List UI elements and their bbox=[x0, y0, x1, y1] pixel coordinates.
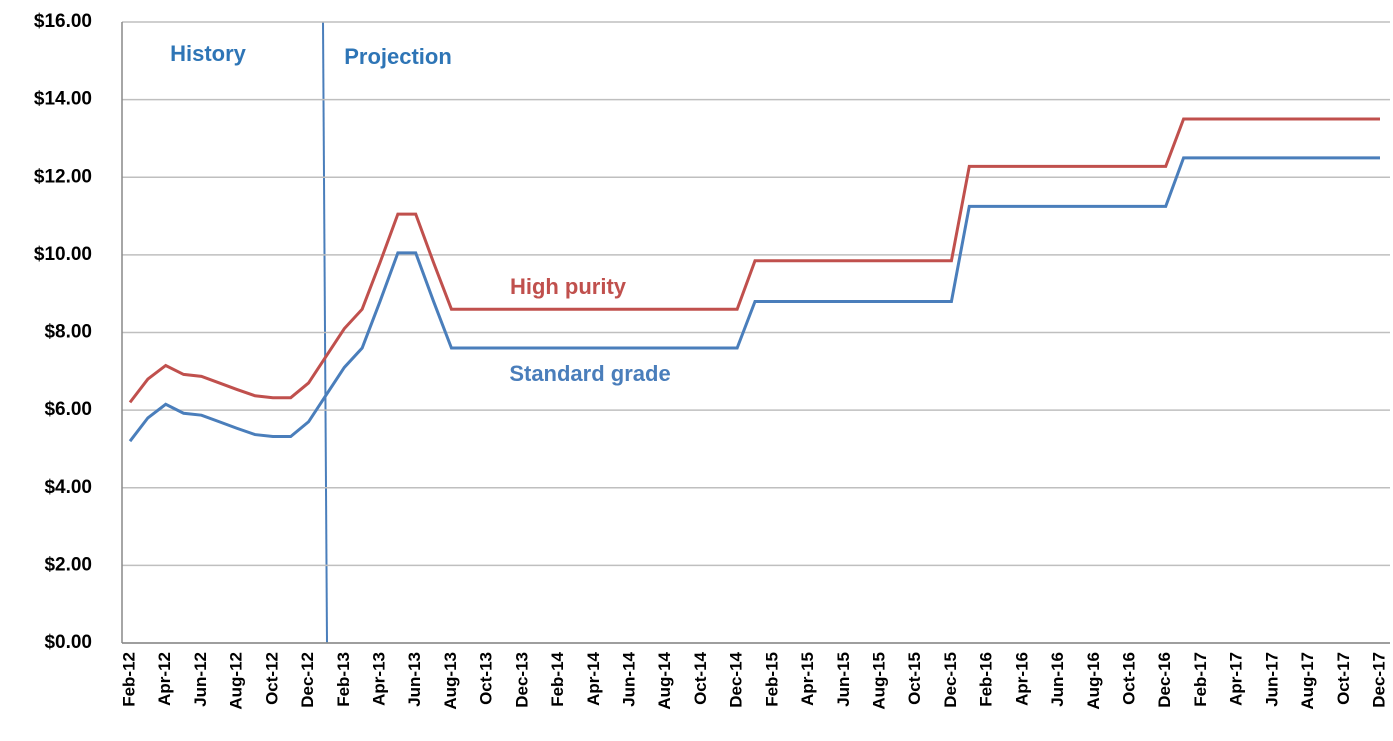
x-tick-label: Aug-13 bbox=[441, 652, 460, 710]
series-label: Standard grade bbox=[509, 361, 670, 386]
y-tick-label: $8.00 bbox=[44, 322, 92, 343]
x-tick-label: Oct-15 bbox=[905, 652, 924, 705]
x-tick-label: Jun-14 bbox=[619, 651, 638, 706]
x-tick-label: Dec-17 bbox=[1369, 652, 1388, 708]
x-tick-label: Feb-14 bbox=[548, 651, 567, 706]
x-tick-label: Aug-14 bbox=[655, 651, 674, 709]
x-tick-label: Aug-16 bbox=[1084, 652, 1103, 710]
x-tick-label: Feb-16 bbox=[977, 652, 996, 707]
y-tick-label: $4.00 bbox=[44, 477, 92, 498]
x-tick-label: Jun-15 bbox=[834, 652, 853, 707]
x-tick-label: Dec-14 bbox=[727, 651, 746, 707]
x-tick-label: Oct-17 bbox=[1334, 652, 1353, 705]
x-tick-label: Apr-16 bbox=[1012, 652, 1031, 706]
x-tick-label: Oct-14 bbox=[691, 651, 710, 704]
annotation: Projection bbox=[344, 44, 452, 69]
x-tick-label: Oct-13 bbox=[477, 652, 496, 705]
x-tick-label: Aug-12 bbox=[227, 652, 246, 710]
series-label: High purity bbox=[510, 274, 627, 299]
x-tick-label: Apr-12 bbox=[155, 652, 174, 706]
y-tick-label: $10.00 bbox=[34, 244, 92, 265]
x-tick-label: Feb-15 bbox=[762, 652, 781, 707]
x-tick-label: Aug-15 bbox=[869, 652, 888, 710]
x-tick-label: Jun-13 bbox=[405, 652, 424, 707]
x-tick-label: Jun-16 bbox=[1048, 652, 1067, 707]
series-line bbox=[128, 117, 1380, 404]
y-tick-label: $12.00 bbox=[34, 166, 92, 187]
y-tick-label: $6.00 bbox=[44, 399, 92, 420]
y-tick-label: $14.00 bbox=[34, 89, 92, 110]
x-tick-label: Feb-13 bbox=[334, 652, 353, 707]
x-tick-label: Apr-14 bbox=[584, 651, 603, 705]
x-tick-label: Apr-17 bbox=[1227, 652, 1246, 706]
x-tick-label: Oct-12 bbox=[262, 652, 281, 705]
x-tick-label: Feb-17 bbox=[1191, 652, 1210, 707]
annotation: History bbox=[170, 41, 247, 66]
y-tick-label: $0.00 bbox=[44, 632, 92, 653]
x-tick-label: Aug-17 bbox=[1298, 652, 1317, 710]
x-tick-label: Dec-16 bbox=[1155, 652, 1174, 708]
y-tick-label: $16.00 bbox=[34, 11, 92, 32]
x-tick-label: Apr-13 bbox=[369, 652, 388, 706]
x-tick-label: Jun-12 bbox=[191, 652, 210, 707]
x-tick-label: Feb-12 bbox=[119, 652, 138, 707]
x-tick-label: Dec-13 bbox=[512, 652, 531, 708]
x-tick-label: Oct-16 bbox=[1119, 652, 1138, 705]
x-tick-label: Jun-17 bbox=[1262, 652, 1281, 707]
x-tick-label: Dec-12 bbox=[298, 652, 317, 708]
series-line bbox=[128, 156, 1380, 443]
x-tick-label: Apr-15 bbox=[798, 652, 817, 706]
y-tick-label: $2.00 bbox=[44, 554, 92, 575]
x-tick-label: Dec-15 bbox=[941, 652, 960, 708]
